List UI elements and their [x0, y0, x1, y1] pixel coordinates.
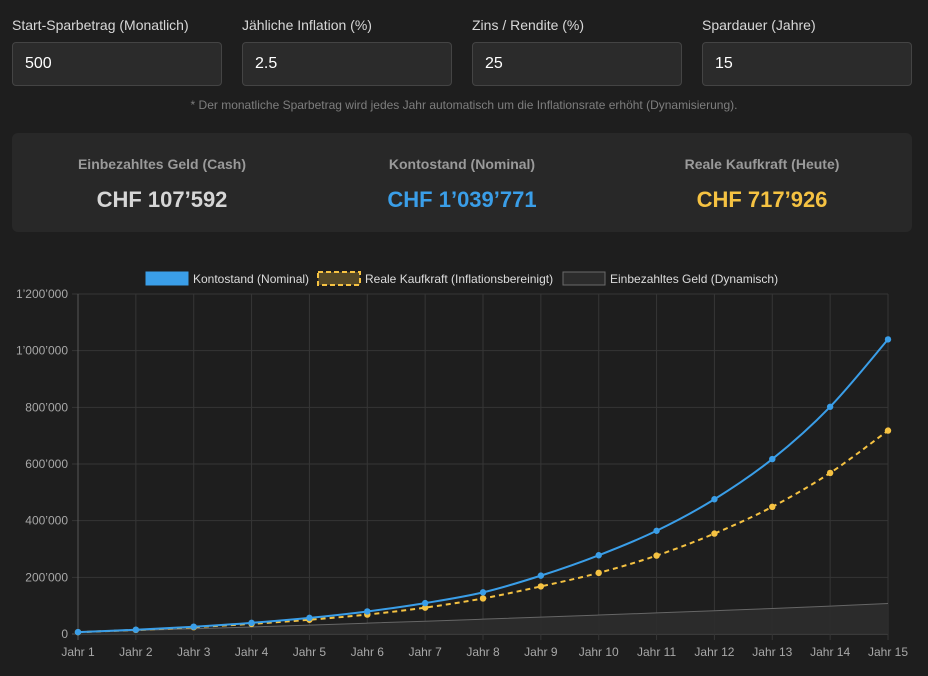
duration-input[interactable] — [702, 42, 912, 86]
x-tick-label: Jahr 11 — [637, 645, 676, 659]
start-amount-label: Start-Sparbetrag (Monatlich) — [12, 17, 189, 33]
x-tick-label: Jahr 12 — [694, 645, 734, 659]
legend-label: Einbezahltes Geld (Dynamisch) — [610, 272, 778, 286]
legend-swatch — [562, 271, 606, 286]
y-tick-label: 200’000 — [25, 570, 68, 584]
inflation-label: Jähliche Inflation (%) — [242, 17, 372, 33]
x-tick-label: Jahr 10 — [579, 645, 619, 659]
legend-swatch — [145, 271, 189, 286]
legend-item: Einbezahltes Geld (Dynamisch) — [562, 271, 778, 286]
inflation-input[interactable] — [242, 42, 452, 86]
x-tick-label: Jahr 3 — [177, 645, 211, 659]
y-axis-ticks: 0 200’000 400’000 600’000 800’000 1’000’000 1’… — [16, 287, 68, 641]
x-tick-label: Jahr 6 — [351, 645, 385, 659]
x-tick-label: Jahr 15 — [868, 645, 908, 659]
data-point — [248, 619, 255, 627]
data-point — [537, 572, 545, 579]
x-tick-label: Jahr 5 — [293, 645, 327, 659]
legend-label: Kontostand (Nominal) — [193, 272, 309, 286]
data-point — [479, 589, 487, 596]
duration-label: Spardauer (Jahre) — [702, 17, 816, 33]
data-point — [421, 599, 429, 607]
start-amount-input[interactable] — [12, 42, 222, 86]
y-tick-label: 800’000 — [25, 400, 68, 414]
data-point — [711, 496, 718, 503]
x-tick-label: Jahr 13 — [752, 645, 792, 659]
legend-item: Reale Kaufkraft (Inflationsbereinigt) — [317, 271, 553, 286]
data-point — [421, 604, 429, 611]
interest-label: Zins / Rendite (%) — [472, 17, 585, 33]
x-axis-ticks: Jahr 1 Jahr 2 Jahr 3 Jahr 4 Jahr 5 Jahr 6 Jahr… — [61, 645, 908, 659]
data-point — [769, 503, 776, 511]
y-tick-label: 0 — [61, 627, 68, 641]
stat-cash-label: Einbezahltes Geld (Cash) — [77, 156, 247, 172]
x-tick-label: Jahr 9 — [524, 645, 558, 659]
x-tick-label: Jahr 4 — [235, 645, 269, 659]
data-point — [132, 626, 140, 633]
stat-nominal-value: CHF 1’039’771 — [387, 187, 537, 212]
legend-label: Reale Kaufkraft (Inflationsbereinigt) — [365, 272, 553, 286]
data-point — [306, 614, 313, 622]
dynamization-note: * Der monatliche Sparbetrag wird jedes J… — [190, 98, 738, 112]
data-point — [826, 469, 834, 477]
y-tick-label: 400’000 — [25, 514, 68, 528]
x-tick-label: Jahr 8 — [466, 645, 500, 659]
data-point — [74, 628, 82, 636]
x-tick-label: Jahr 2 — [119, 645, 153, 659]
x-tick-label: Jahr 1 — [61, 645, 95, 659]
stat-real-value: CHF 717’926 — [696, 187, 828, 212]
legend-item: Kontostand (Nominal) — [145, 271, 309, 286]
legend: Kontostand (Nominal) Reale Kaufkraft (Inf… — [145, 271, 778, 286]
data-point — [364, 608, 371, 615]
y-tick-label: 1’000’000 — [16, 344, 68, 358]
y-tick-label: 600’000 — [25, 457, 68, 471]
interest-input[interactable] — [472, 42, 682, 86]
data-point — [769, 455, 776, 463]
stat-nominal-label: Kontostand (Nominal) — [388, 156, 536, 172]
data-point — [884, 427, 892, 434]
legend-swatch — [317, 271, 361, 286]
data-point — [653, 552, 660, 559]
data-point — [884, 336, 892, 343]
stat-cash-value: CHF 107’592 — [96, 187, 228, 212]
data-point — [595, 552, 602, 559]
series-line-2 — [77, 603, 889, 633]
input-row: Start-Sparbetrag (Monatlich) Jähliche In… — [12, 0, 912, 90]
data-point — [537, 583, 545, 590]
data-point — [479, 595, 487, 602]
data-point — [711, 530, 718, 537]
series-group — [74, 336, 892, 636]
x-tick-label: Jahr 14 — [810, 645, 850, 659]
stats-panel: Einbezahltes Geld (Cash) CHF 107’592 Kon… — [12, 133, 912, 232]
data-point — [595, 569, 602, 577]
savings-chart: 0 200’000 400’000 600’000 800’000 1’000’000 1’… — [16, 271, 908, 659]
data-point — [826, 403, 834, 410]
data-point — [190, 623, 197, 630]
grid — [72, 293, 889, 640]
data-point — [653, 527, 660, 534]
stat-real-label: Reale Kaufkraft (Heute) — [684, 156, 840, 172]
y-tick-label: 1’200’000 — [16, 287, 68, 301]
x-tick-label: Jahr 7 — [408, 645, 442, 659]
